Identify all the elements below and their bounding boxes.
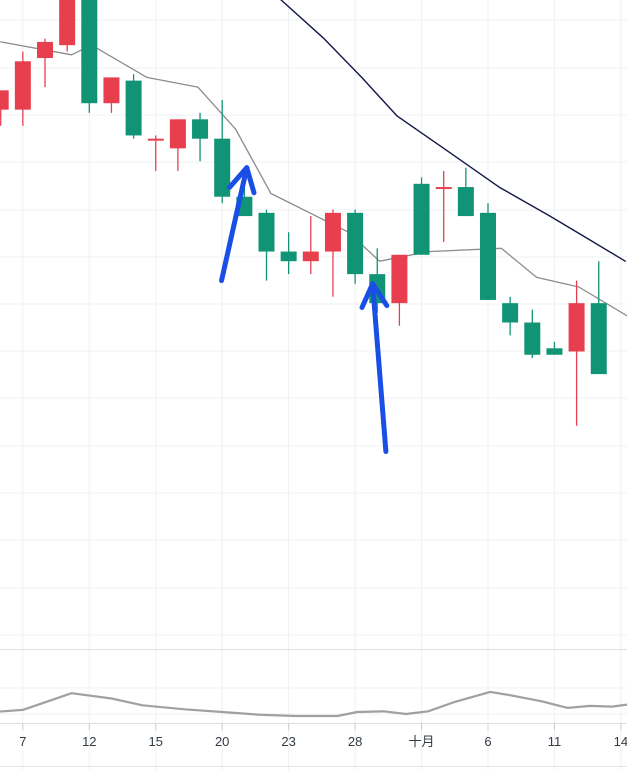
candle-body — [192, 119, 209, 139]
candle-up — [147, 135, 164, 171]
candle-up — [169, 119, 186, 171]
candle-body — [480, 212, 496, 300]
candle-down — [590, 261, 607, 375]
candle-body — [37, 41, 53, 59]
arrow-head-stroke — [370, 281, 390, 309]
candle-body — [0, 90, 9, 110]
candle-body — [435, 187, 452, 190]
candle-body — [258, 212, 275, 252]
candle-body — [502, 303, 519, 323]
candle-body — [14, 61, 31, 110]
candle-body — [391, 254, 408, 304]
candle-body — [81, 0, 98, 104]
x-axis: 7 12 15 20 23 28 十月 6 11 14 — [19, 724, 627, 749]
candle-up — [14, 51, 31, 126]
moving-averages — [0, 0, 627, 317]
x-axis-tick-label: 14 — [614, 734, 627, 749]
candle-down — [480, 203, 496, 300]
candle-down — [192, 112, 209, 162]
candle-body — [568, 303, 585, 352]
candle-down — [502, 296, 519, 336]
candle-body — [103, 77, 120, 104]
arrow-head-stroke — [359, 281, 376, 311]
candle-up — [0, 90, 9, 126]
x-axis-tick-label: 15 — [149, 734, 163, 749]
moving-average-fast-line — [0, 41, 627, 317]
candle-down — [81, 0, 98, 113]
candle-down — [347, 209, 364, 284]
candle-body — [280, 251, 297, 262]
candle-up — [59, 0, 76, 52]
arrow-shaft — [219, 165, 250, 284]
candle-body — [324, 212, 341, 252]
candle-body — [125, 80, 142, 136]
annotation-arrow — [219, 165, 257, 284]
arrow-shaft — [370, 281, 389, 454]
candle-down — [214, 99, 231, 204]
candle-body — [524, 322, 541, 355]
x-axis-tick-label: 十月 — [409, 734, 435, 749]
x-axis-tick-label: 12 — [82, 734, 96, 749]
candle-down — [125, 74, 142, 139]
candle-down — [280, 232, 297, 275]
x-axis-tick-label: 20 — [215, 734, 229, 749]
x-axis-tick-label: 11 — [548, 734, 562, 749]
candle-body — [413, 183, 430, 255]
candle-body — [457, 187, 474, 217]
candle-up — [435, 170, 452, 242]
x-axis-tick-label: 6 — [484, 734, 491, 749]
candle-up — [37, 38, 53, 88]
candle-up — [391, 254, 408, 326]
candle-body — [147, 138, 164, 141]
candle-down — [457, 167, 474, 217]
arrow-head-stroke — [244, 165, 257, 196]
candle-body — [546, 348, 563, 355]
candle-body — [347, 212, 364, 275]
candle-down — [524, 309, 541, 358]
candle-body — [59, 0, 76, 46]
candle-down — [413, 177, 430, 255]
candle-up — [103, 77, 120, 113]
annotation-arrow — [359, 281, 390, 454]
candles — [0, 0, 607, 426]
candle-body — [302, 251, 319, 262]
annotation-arrows — [219, 165, 390, 454]
candle-body — [169, 119, 186, 149]
x-axis-tick-label: 23 — [281, 734, 295, 749]
candle-up — [324, 209, 341, 297]
x-axis-tick-label: 7 — [19, 734, 26, 749]
indicator-pane — [0, 690, 627, 718]
candle-down — [258, 209, 275, 281]
candle-up — [302, 216, 319, 275]
candle-body — [590, 303, 607, 375]
candle-down — [546, 341, 563, 355]
moving-average-slow-line — [280, 0, 626, 262]
x-axis-tick-label: 28 — [348, 734, 362, 749]
candle-body — [214, 138, 231, 197]
pane-separators — [0, 649, 627, 767]
arrow-head-stroke — [227, 165, 250, 190]
indicator-line — [0, 690, 627, 718]
candle-up — [568, 280, 585, 426]
